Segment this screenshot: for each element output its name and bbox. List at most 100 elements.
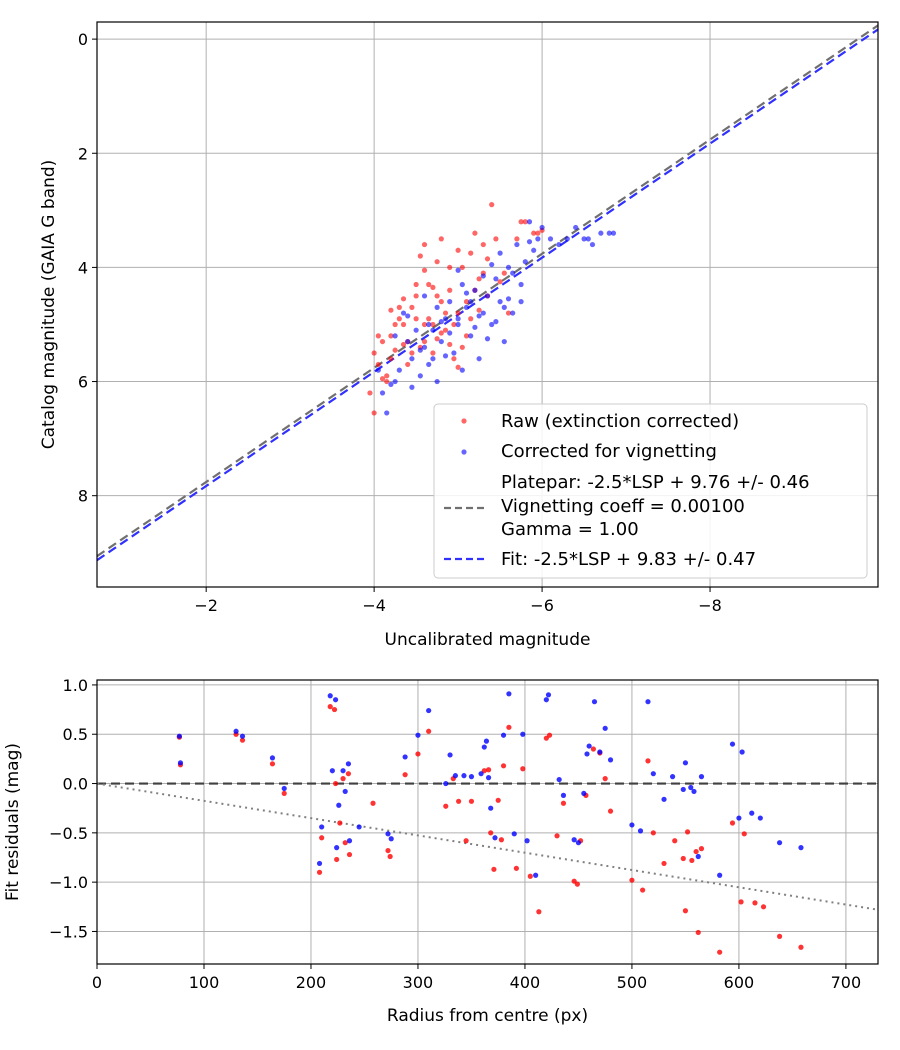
- top-point-series-0: [400, 321, 407, 328]
- top-point-series-1: [426, 361, 432, 368]
- top-point-series-1: [493, 319, 499, 325]
- top-point-series-1: [539, 224, 545, 231]
- bottom-point-series-0: [682, 908, 689, 914]
- bottom-point-series-0: [334, 856, 340, 863]
- top-point-series-0: [426, 281, 432, 288]
- top-point-series-0: [417, 253, 423, 259]
- top-point-series-1: [413, 327, 419, 333]
- top-point-series-0: [421, 321, 428, 328]
- top-point-series-0: [388, 307, 394, 313]
- top-point-series-0: [531, 230, 537, 236]
- top-point-series-0: [455, 247, 461, 253]
- bottom-point-series-1: [269, 755, 276, 761]
- top-point-series-1: [405, 313, 411, 319]
- bottom-point-series-0: [689, 857, 695, 864]
- bottom-point-series-1: [533, 872, 539, 878]
- top-point-series-0: [430, 284, 436, 290]
- top-point-series-1: [610, 230, 617, 236]
- bottom-point-series-1: [342, 788, 348, 795]
- top-point-series-0: [476, 276, 482, 282]
- bottom-point-series-1: [327, 693, 333, 699]
- top-point-series-1: [438, 338, 444, 345]
- bottom-point-series-1: [597, 749, 603, 755]
- bottom-chart-ticks: 0 100 200 300 400 500 600 700 1.0 0.5 0.0 −0.5 −1.0 −…: [49, 676, 861, 992]
- bottom-chart-frame: [96, 679, 879, 965]
- top-point-series-0: [459, 344, 465, 350]
- bottom-point-series-0: [760, 904, 767, 910]
- bottom-point-series-0: [331, 706, 338, 713]
- top-point-series-1: [522, 259, 528, 265]
- top-point-series-0: [476, 307, 482, 313]
- top-point-series-1: [451, 350, 457, 356]
- bottom-point-series-1: [177, 760, 184, 766]
- bottom-point-series-0: [385, 847, 391, 854]
- legend-corrected-label: Corrected for vignetting: [501, 441, 717, 462]
- top-point-series-0: [430, 321, 436, 328]
- top-point-series-1: [480, 310, 486, 316]
- bottom-point-series-1: [452, 773, 459, 779]
- bottom-point-series-1: [749, 810, 755, 816]
- top-point-series-0: [522, 219, 528, 225]
- top-point-series-1: [392, 378, 398, 385]
- bottom-x-tick-label: 700: [831, 973, 862, 992]
- bottom-point-series-0: [337, 820, 343, 826]
- bottom-point-series-1: [385, 831, 391, 837]
- top-y-tick-label: 6: [78, 373, 88, 392]
- top-point-series-1: [518, 281, 524, 288]
- top-point-series-0: [434, 293, 440, 299]
- bottom-point-series-0: [327, 704, 333, 710]
- top-point-series-0: [375, 333, 381, 339]
- top-point-series-0: [421, 267, 428, 273]
- bottom-y-tick-label: 1.0: [63, 676, 88, 695]
- bottom-point-series-1: [669, 774, 676, 780]
- top-chart-grid: [97, 22, 878, 587]
- top-point-series-0: [421, 338, 428, 345]
- top-point-series-1: [434, 378, 440, 385]
- top-point-series-1: [459, 281, 465, 288]
- top-chart-fit-lines: [96, 24, 879, 562]
- top-point-series-1: [463, 304, 470, 310]
- top-point-series-1: [468, 333, 474, 339]
- bottom-point-series-1: [340, 768, 346, 774]
- bottom-point-series-0: [506, 724, 512, 730]
- top-point-series-1: [384, 410, 390, 416]
- top-y-tick-label: 0: [78, 30, 88, 49]
- bottom-point-series-1: [680, 786, 686, 793]
- bottom-point-series-0: [640, 887, 646, 893]
- top-point-series-0: [451, 321, 457, 328]
- bottom-point-series-1: [695, 853, 701, 860]
- top-point-series-1: [455, 267, 461, 273]
- top-point-series-0: [371, 410, 377, 416]
- bottom-point-series-0: [738, 899, 744, 905]
- bottom-point-series-0: [463, 838, 469, 844]
- top-point-series-1: [405, 338, 411, 345]
- top-line-0: [96, 24, 879, 558]
- bottom-chart-y-axis-label: Fit residuals (mag): [3, 743, 23, 901]
- bottom-x-tick-label: 200: [296, 973, 327, 992]
- bottom-point-series-0: [607, 808, 614, 814]
- bottom-point-series-0: [536, 909, 542, 915]
- bottom-point-series-1: [650, 771, 656, 777]
- top-point-series-0: [434, 336, 440, 342]
- bottom-point-series-1: [682, 760, 689, 766]
- top-point-series-0: [489, 202, 495, 208]
- bottom-point-series-1: [556, 776, 562, 783]
- top-point-series-1: [531, 247, 537, 253]
- bottom-point-series-1: [492, 835, 498, 841]
- bottom-point-series-1: [176, 733, 182, 739]
- top-point-series-1: [447, 299, 453, 305]
- bottom-point-series-1: [500, 732, 507, 738]
- bottom-point-series-0: [684, 829, 691, 835]
- bottom-point-series-1: [356, 824, 362, 830]
- top-point-series-1: [476, 356, 482, 362]
- top-chart: −2 −4 −6 −8 0 2 4 6 8 Uncalibrated magnitude Cat…: [39, 21, 879, 650]
- top-point-series-1: [497, 299, 503, 305]
- top-point-series-0: [379, 376, 386, 382]
- bottom-point-series-0: [693, 848, 699, 855]
- bottom-point-series-1: [560, 792, 567, 798]
- legend-raw-label: Raw (extinction corrected): [501, 411, 739, 432]
- top-point-series-1: [510, 310, 516, 316]
- bottom-point-series-1: [346, 838, 353, 844]
- top-point-series-1: [598, 230, 604, 236]
- top-point-series-1: [589, 241, 596, 248]
